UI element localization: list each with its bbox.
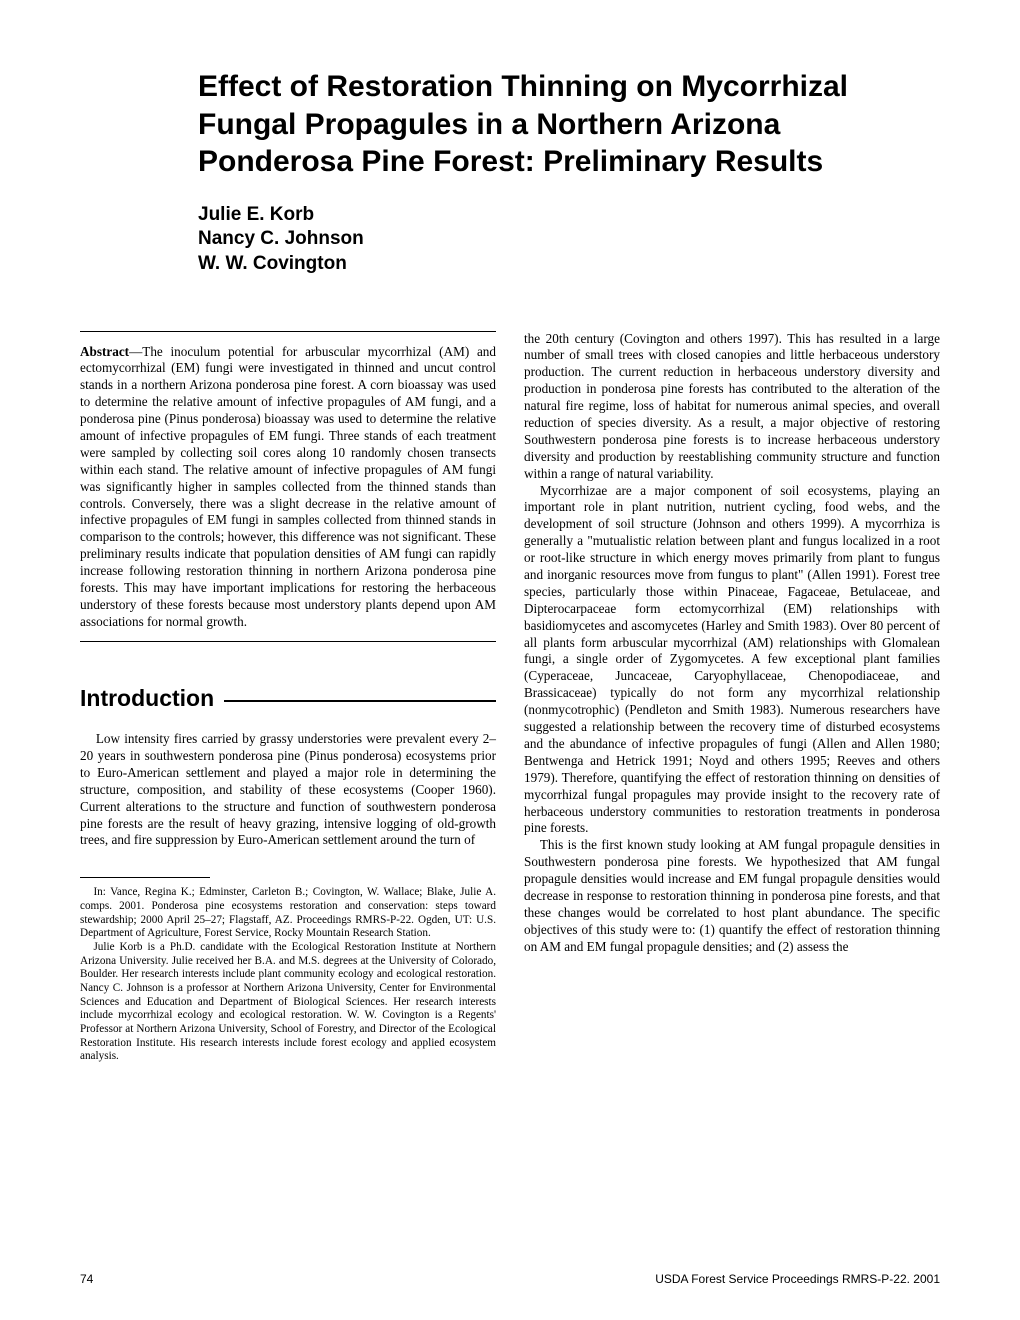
right-column: the 20th century (Covington and others 1… — [524, 331, 940, 1064]
two-column-layout: Abstract—The inoculum potential for arbu… — [80, 331, 940, 1064]
author-name: W. W. Covington — [198, 252, 940, 277]
abstract-paragraph: Abstract—The inoculum potential for arbu… — [80, 344, 496, 631]
body-paragraph: Mycorrhizae are a major component of soi… — [524, 483, 940, 838]
left-column: Abstract—The inoculum potential for arbu… — [80, 331, 496, 1064]
footnote: In: Vance, Regina K.; Edminster, Carleto… — [80, 886, 496, 941]
abstract-label: Abstract — [80, 344, 129, 359]
rule — [80, 641, 496, 642]
abstract-text: —The inoculum potential for arbuscular m… — [80, 344, 496, 629]
footer-source: USDA Forest Service Proceedings RMRS-P-2… — [655, 1272, 940, 1286]
footnote-rule — [80, 877, 210, 878]
page-footer: 74 USDA Forest Service Proceedings RMRS-… — [80, 1272, 940, 1286]
body-paragraph: Low intensity fires carried by grassy un… — [80, 731, 496, 849]
body-paragraph: This is the first known study looking at… — [524, 837, 940, 955]
body-paragraph: the 20th century (Covington and others 1… — [524, 331, 940, 483]
section-heading: Introduction — [80, 684, 496, 713]
author-name: Julie E. Korb — [198, 203, 940, 228]
section-heading-text: Introduction — [80, 684, 214, 713]
footnote: Julie Korb is a Ph.D. candidate with the… — [80, 941, 496, 1064]
authors-block: Julie E. Korb Nancy C. Johnson W. W. Cov… — [198, 203, 940, 277]
rule — [80, 331, 496, 332]
page-title: Effect of Restoration Thinning on Mycorr… — [198, 68, 940, 181]
page-number: 74 — [80, 1272, 93, 1286]
author-name: Nancy C. Johnson — [198, 227, 940, 252]
heading-rule — [224, 700, 496, 702]
